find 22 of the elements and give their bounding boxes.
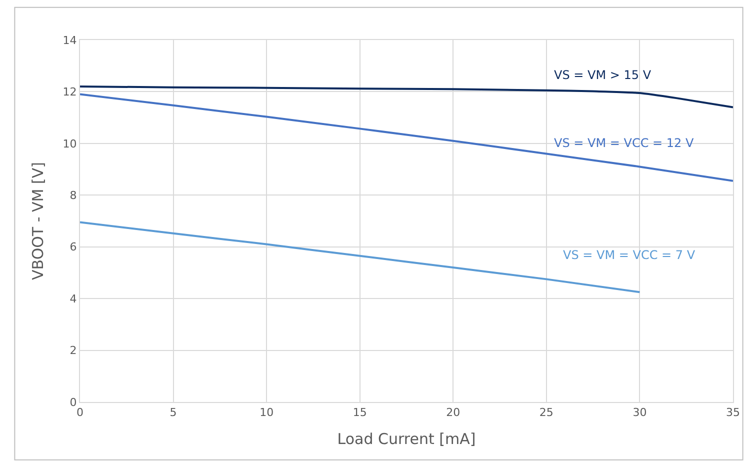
y-tick-label: 2 (70, 344, 77, 358)
y-tick-label: 8 (70, 188, 77, 202)
y-tick-label: 10 (62, 137, 77, 150)
series-label: VS = VM = VCC = 7 V (563, 248, 696, 262)
y-tick-label: 14 (62, 34, 77, 47)
x-tick-label: 25 (539, 406, 554, 420)
x-tick-label: 35 (726, 406, 740, 420)
y-axis-title: VBOOT - VM [V] (29, 162, 48, 280)
x-tick-label: 10 (260, 406, 274, 420)
x-tick-label: 30 (632, 406, 647, 420)
series-label: VS = VM > 15 V (554, 68, 652, 82)
x-tick-label: 20 (446, 406, 460, 420)
y-tick-label: 12 (62, 86, 77, 99)
x-tick-label: 15 (352, 406, 367, 420)
y-tick-label: 6 (70, 240, 77, 254)
y-tick-label: 4 (70, 292, 77, 306)
x-axis-title: Load Current [mA] (337, 430, 476, 448)
line-series (80, 93, 733, 182)
x-tick-label: 5 (170, 406, 177, 420)
y-tick-label: 0 (70, 396, 77, 409)
series-label: VS = VM = VCC = 12 V (554, 136, 694, 150)
line-series (80, 86, 733, 108)
